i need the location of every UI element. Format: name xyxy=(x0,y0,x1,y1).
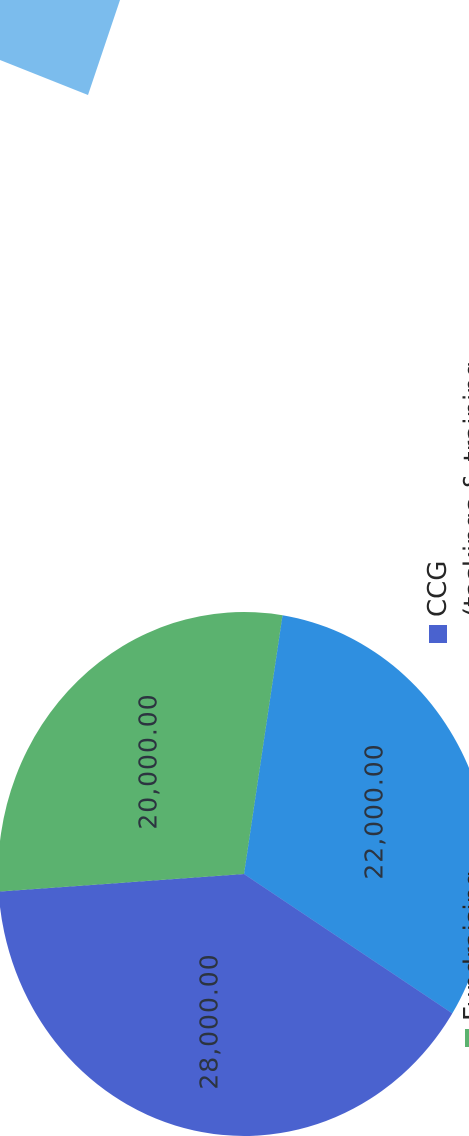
legend-label: CCG xyxy=(423,560,453,617)
legend-label: (taskings & training - xyxy=(459,343,469,617)
slice-fundraising xyxy=(0,611,283,892)
slice-value-label: 28,000.00 xyxy=(194,953,224,1090)
legend-item: Fundraising(incl Chevron Canada) xyxy=(456,732,469,1047)
legend-swatch xyxy=(465,1029,469,1047)
slice-ccg xyxy=(0,874,453,1136)
slice-bc-gaming xyxy=(244,615,469,1014)
legend-item: CCG(taskings & training -contribution ag… xyxy=(420,298,469,643)
slice-value-label: 20,000.00 xyxy=(133,693,163,830)
slice-value-label: 22,000.00 xyxy=(359,743,389,880)
legend-swatch xyxy=(429,625,447,643)
legend-label: Fundraising xyxy=(459,870,469,1021)
